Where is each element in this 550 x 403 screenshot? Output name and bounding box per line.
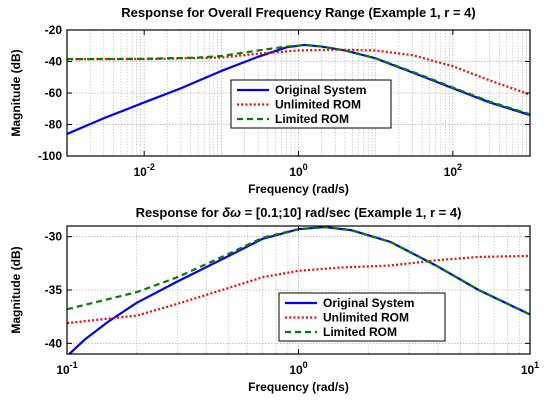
legend-entry: Original System (275, 83, 366, 97)
x-tick-label: 10-1 (56, 360, 77, 377)
y-axis-label: Magnitude (dB) (9, 49, 23, 136)
y-tick-label: -30 (45, 230, 63, 244)
x-tick-labels: 10-1 100 101 (56, 226, 539, 377)
chart-1: 10-2 100 102 -100 -80 -60 -40 -20 Response for O… (9, 5, 531, 196)
y-tick-label: -60 (45, 86, 63, 100)
x-tick-labels: 10-2 100 102 (133, 30, 462, 179)
legend-entry: Original System (323, 296, 414, 310)
y-tick-label: -35 (45, 283, 63, 297)
chart-title: Response for δω = [0.1;10] rad/sec (Exam… (136, 205, 462, 220)
legend-entry: Limited ROM (275, 112, 349, 126)
x-tick-label: 100 (289, 162, 307, 179)
series-line-original-system (67, 43, 530, 135)
y-axis-label: Magnitude (dB) (9, 246, 23, 333)
y-tick-label: -100 (38, 149, 62, 163)
x-axis-label: Frequency (rad/s) (248, 182, 349, 196)
series-lines (67, 43, 530, 135)
legend-entry: Limited ROM (323, 325, 397, 339)
x-tick-label: 102 (444, 162, 462, 179)
series-line-limited-rom (67, 43, 530, 116)
legend-entry: Unlimited ROM (323, 311, 409, 325)
y-tick-label: -40 (45, 336, 63, 350)
y-tick-label: -20 (45, 23, 63, 37)
x-tick-label: 101 (521, 360, 539, 377)
y-tick-label: -80 (45, 118, 63, 132)
y-tick-labels: -100 -80 -60 -40 -20 (38, 23, 530, 163)
y-tick-labels: -40 -35 -30 (45, 230, 530, 350)
y-gridlines (67, 236, 530, 344)
y-tick-label: -40 (45, 55, 63, 69)
x-tick-label: 100 (289, 360, 307, 377)
x-axis-label: Frequency (rad/s) (248, 380, 349, 394)
x-tick-label: 10-2 (133, 162, 154, 179)
series-line-unlimited-rom (67, 254, 530, 325)
chart-2: 10-1 100 101 -40 -35 -30 Response for δω = [0.… (9, 205, 539, 394)
legend-entry: Unlimited ROM (275, 98, 361, 112)
chart-title: Response for Overall Frequency Range (Ex… (121, 5, 475, 20)
